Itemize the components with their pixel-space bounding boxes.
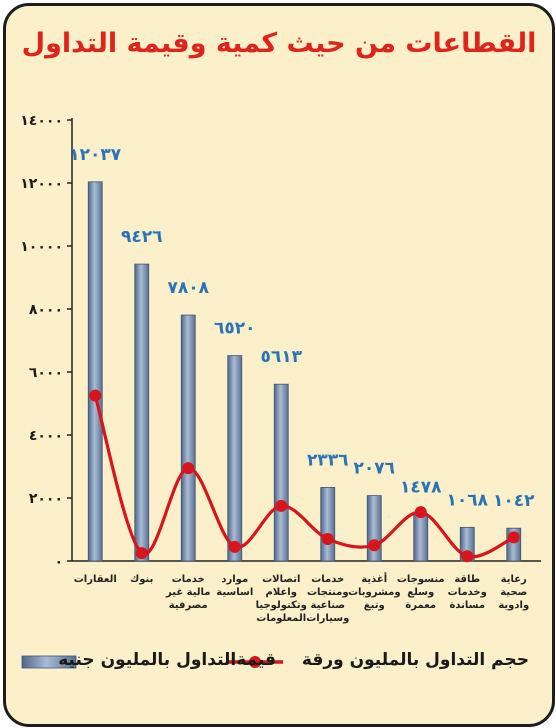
bar: [413, 514, 429, 562]
line-point: [414, 506, 427, 519]
bar-value-label: ١٠٤٢: [493, 491, 535, 511]
y-tick-label: ٢٠٠٠: [29, 491, 63, 507]
x-category-label: العقارات: [73, 574, 117, 585]
x-category-label: أغذية ومشروبات وتبغ: [347, 574, 401, 611]
line-point: [182, 462, 195, 475]
x-category-label: اتصالات واعلام وتكنولوجيا المعلومات: [255, 574, 307, 624]
bar-value-label: ٥٦١٣: [260, 347, 302, 367]
line-series-path: [93, 395, 515, 559]
line-point: [228, 540, 241, 553]
chart-plot: ٠ ٢٠٠٠ ٤٠٠٠ ٦٠٠٠ ٨٠٠٠ ١٠٠٠٠ ١٢٠٠٠ ١٤٠٠٠ ١٢٠٣٧ ٩٤…: [20, 113, 541, 669]
bar-value-label: ٦٥٢٠: [214, 319, 256, 339]
y-tick-label: ٦٠٠٠: [29, 365, 63, 381]
bar: [227, 355, 243, 562]
bar: [320, 487, 336, 562]
bar-value-label: ١٤٧٨: [400, 477, 442, 497]
bar-value-label: ١٠٦٨: [446, 490, 488, 510]
bar: [273, 383, 289, 562]
y-tick-label: ١٢٠٠٠: [20, 176, 63, 192]
legend-swatch-marker: [249, 656, 261, 668]
bar-value-label: ٧٨٠٨: [167, 278, 209, 298]
y-tick-label: ٨٠٠٠: [29, 302, 63, 318]
line-point: [89, 389, 102, 402]
line-point: [368, 539, 381, 552]
y-tick-label: ٠: [54, 554, 63, 570]
y-tick-label: ١٠٠٠٠: [20, 239, 63, 255]
bar: [180, 314, 196, 562]
bar: [87, 181, 103, 562]
x-category-label: منسوجات وسلع معمرة: [396, 574, 445, 611]
x-category-label: موارد اساسية: [216, 574, 254, 598]
x-category-label: بنوك: [130, 574, 154, 585]
line-point: [135, 547, 148, 560]
legend: حجم التداول بالمليون ورقة قيمةالتداول با…: [6, 642, 552, 682]
bar-value-label: ٩٤٢٦: [121, 227, 163, 247]
chart-frame: القطاعات من حيث كمية وقيمة التداول ٠ ٢٠٠٠…: [3, 3, 555, 727]
line-point: [507, 531, 520, 544]
bar-value-label: ٢٠٧٦: [353, 459, 395, 479]
x-category-label: خدمات ومنتجات صناعية وسيارات: [306, 574, 350, 624]
bar: [134, 263, 150, 562]
x-category-label: خدمات مالية غير مصرفية: [166, 574, 211, 611]
legend-label-line: حجم التداول بالمليون ورقة: [301, 650, 529, 670]
bar-value-label: ١٢٠٣٧: [69, 145, 122, 165]
legend-swatch-bar: [21, 655, 77, 669]
x-category-label: رعاية صحية وادوية: [498, 574, 530, 611]
legend-label-bar: قيمةالتداول بالمليون جنيه: [58, 650, 276, 670]
y-tick-label: ١٤٠٠٠: [20, 113, 63, 129]
line-point: [321, 532, 334, 545]
y-tick-label: ٤٠٠٠: [29, 428, 63, 444]
line-point: [275, 499, 288, 512]
line-point: [461, 550, 474, 563]
chart-title: القطاعات من حيث كمية وقيمة التداول: [21, 28, 537, 59]
bar-value-label: ٢٣٣٦: [307, 450, 349, 470]
x-category-label: طاقة وخدمات مساندة: [447, 574, 487, 611]
